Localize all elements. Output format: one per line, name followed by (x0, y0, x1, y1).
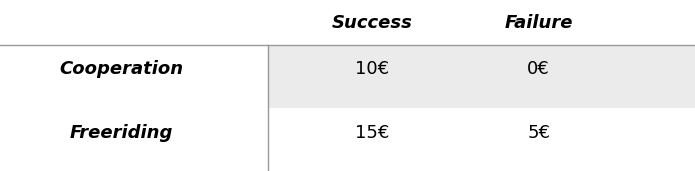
Text: Failure: Failure (505, 14, 573, 32)
Text: 15€: 15€ (354, 124, 389, 142)
Text: Success: Success (332, 14, 412, 32)
Text: 5€: 5€ (527, 124, 550, 142)
Text: 0€: 0€ (528, 60, 550, 78)
Bar (268, 45, 695, 108)
Text: 10€: 10€ (354, 60, 389, 78)
Text: Cooperation: Cooperation (60, 60, 183, 78)
Text: Freeriding: Freeriding (70, 124, 173, 142)
